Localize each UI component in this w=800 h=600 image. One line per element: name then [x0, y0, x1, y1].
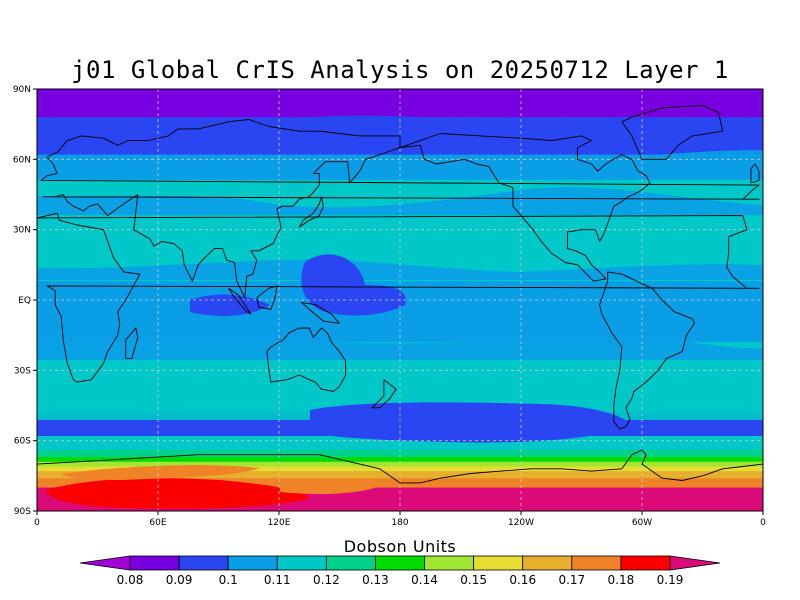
- colorbar-swatch: [375, 555, 425, 571]
- y-tick-label: 30N: [13, 226, 31, 236]
- colorbar-swatch: [620, 555, 671, 571]
- colorbar-level-label: 0.16: [509, 573, 536, 587]
- colorbar-level-label: 0.1: [219, 573, 238, 587]
- colorbar-level-label: 0.17: [558, 573, 585, 587]
- longitude-axis: 0 60E 120E 180 120W 60W 0: [34, 511, 766, 528]
- field-contour: [37, 330, 763, 360]
- colorbar-level-label: 0.09: [166, 573, 193, 587]
- coastline: [266, 327, 347, 392]
- colorbar-swatch: [325, 555, 376, 571]
- colorbar-swatch: [473, 555, 524, 571]
- coastline: [599, 271, 695, 430]
- latitude-axis: 90N 60N 30N EQ 30S 60S 90S: [13, 85, 37, 517]
- y-tick-label: 90S: [14, 507, 31, 517]
- x-tick-label: 180: [391, 518, 408, 528]
- x-tick-label: 0: [760, 518, 766, 528]
- colorbar-level-label: 0.11: [264, 573, 291, 587]
- colorbar-swatch: [129, 555, 180, 571]
- antarctic-high-core: [45, 478, 310, 509]
- colorbar-title: Dobson Units: [344, 537, 457, 556]
- x-tick-label: 60W: [632, 518, 652, 528]
- coastline: [40, 119, 760, 299]
- field-band: [37, 461, 763, 467]
- coastline: [750, 163, 760, 184]
- colorbar-level-label: 0.08: [117, 573, 144, 587]
- colorbar-level-label: 0.13: [362, 573, 389, 587]
- coastline: [37, 449, 763, 484]
- colorbar-level-label: 0.12: [313, 573, 340, 587]
- coastlines: [37, 104, 763, 484]
- x-tick-label: 0: [34, 518, 40, 528]
- colorbar-swatch: [276, 555, 327, 571]
- colorbar-level-label: 0.18: [608, 573, 635, 587]
- y-tick-label: 90N: [13, 85, 31, 95]
- colorbar-level-label: 0.19: [657, 573, 684, 587]
- colorbar-swatch: [178, 555, 229, 571]
- coastline: [621, 104, 724, 160]
- colorbar: 0.08 0.09 0.1 0.11 0.12 0.13 0.14 0.15 0.16 0.17 0…: [79, 555, 721, 587]
- colorbar-level-label: 0.15: [460, 573, 487, 587]
- southern-ocean-low-region: [310, 402, 630, 443]
- colorbar-swatch: [522, 555, 573, 571]
- colorbar-over-triangle: [669, 555, 721, 571]
- coastline: [228, 287, 252, 315]
- field-contour: [37, 150, 763, 180]
- x-tick-label: 120W: [508, 518, 534, 528]
- antarctic-orange-tongue: [280, 478, 380, 494]
- coastline: [300, 301, 340, 324]
- y-tick-label: 60N: [13, 155, 31, 165]
- field-band: [37, 457, 763, 463]
- coastline: [371, 379, 397, 409]
- field-band: [37, 450, 763, 458]
- lat-lon-grid: [37, 89, 763, 511]
- coastline: [256, 285, 278, 310]
- x-tick-label: 60E: [149, 518, 166, 528]
- colorbar-swatch: [227, 555, 278, 571]
- colorbar-swatch: [571, 555, 622, 571]
- colorbar-level-label: 0.14: [411, 573, 438, 587]
- field-contour: [37, 187, 763, 215]
- coastline: [125, 327, 139, 360]
- colorbar-swatch: [424, 555, 475, 571]
- coastline: [37, 212, 760, 383]
- coastline: [298, 196, 324, 228]
- x-tick-label: 120E: [268, 518, 291, 528]
- y-tick-label: 30S: [14, 366, 31, 376]
- map-title: j01 Global CrIS Analysis on 20250712 Lay…: [71, 56, 729, 84]
- antarctic-orange-region: [60, 465, 260, 480]
- y-tick-label: EQ: [18, 296, 31, 306]
- colorbar-under-triangle: [79, 555, 131, 571]
- coastline: [399, 133, 651, 282]
- y-tick-label: 60S: [14, 437, 31, 447]
